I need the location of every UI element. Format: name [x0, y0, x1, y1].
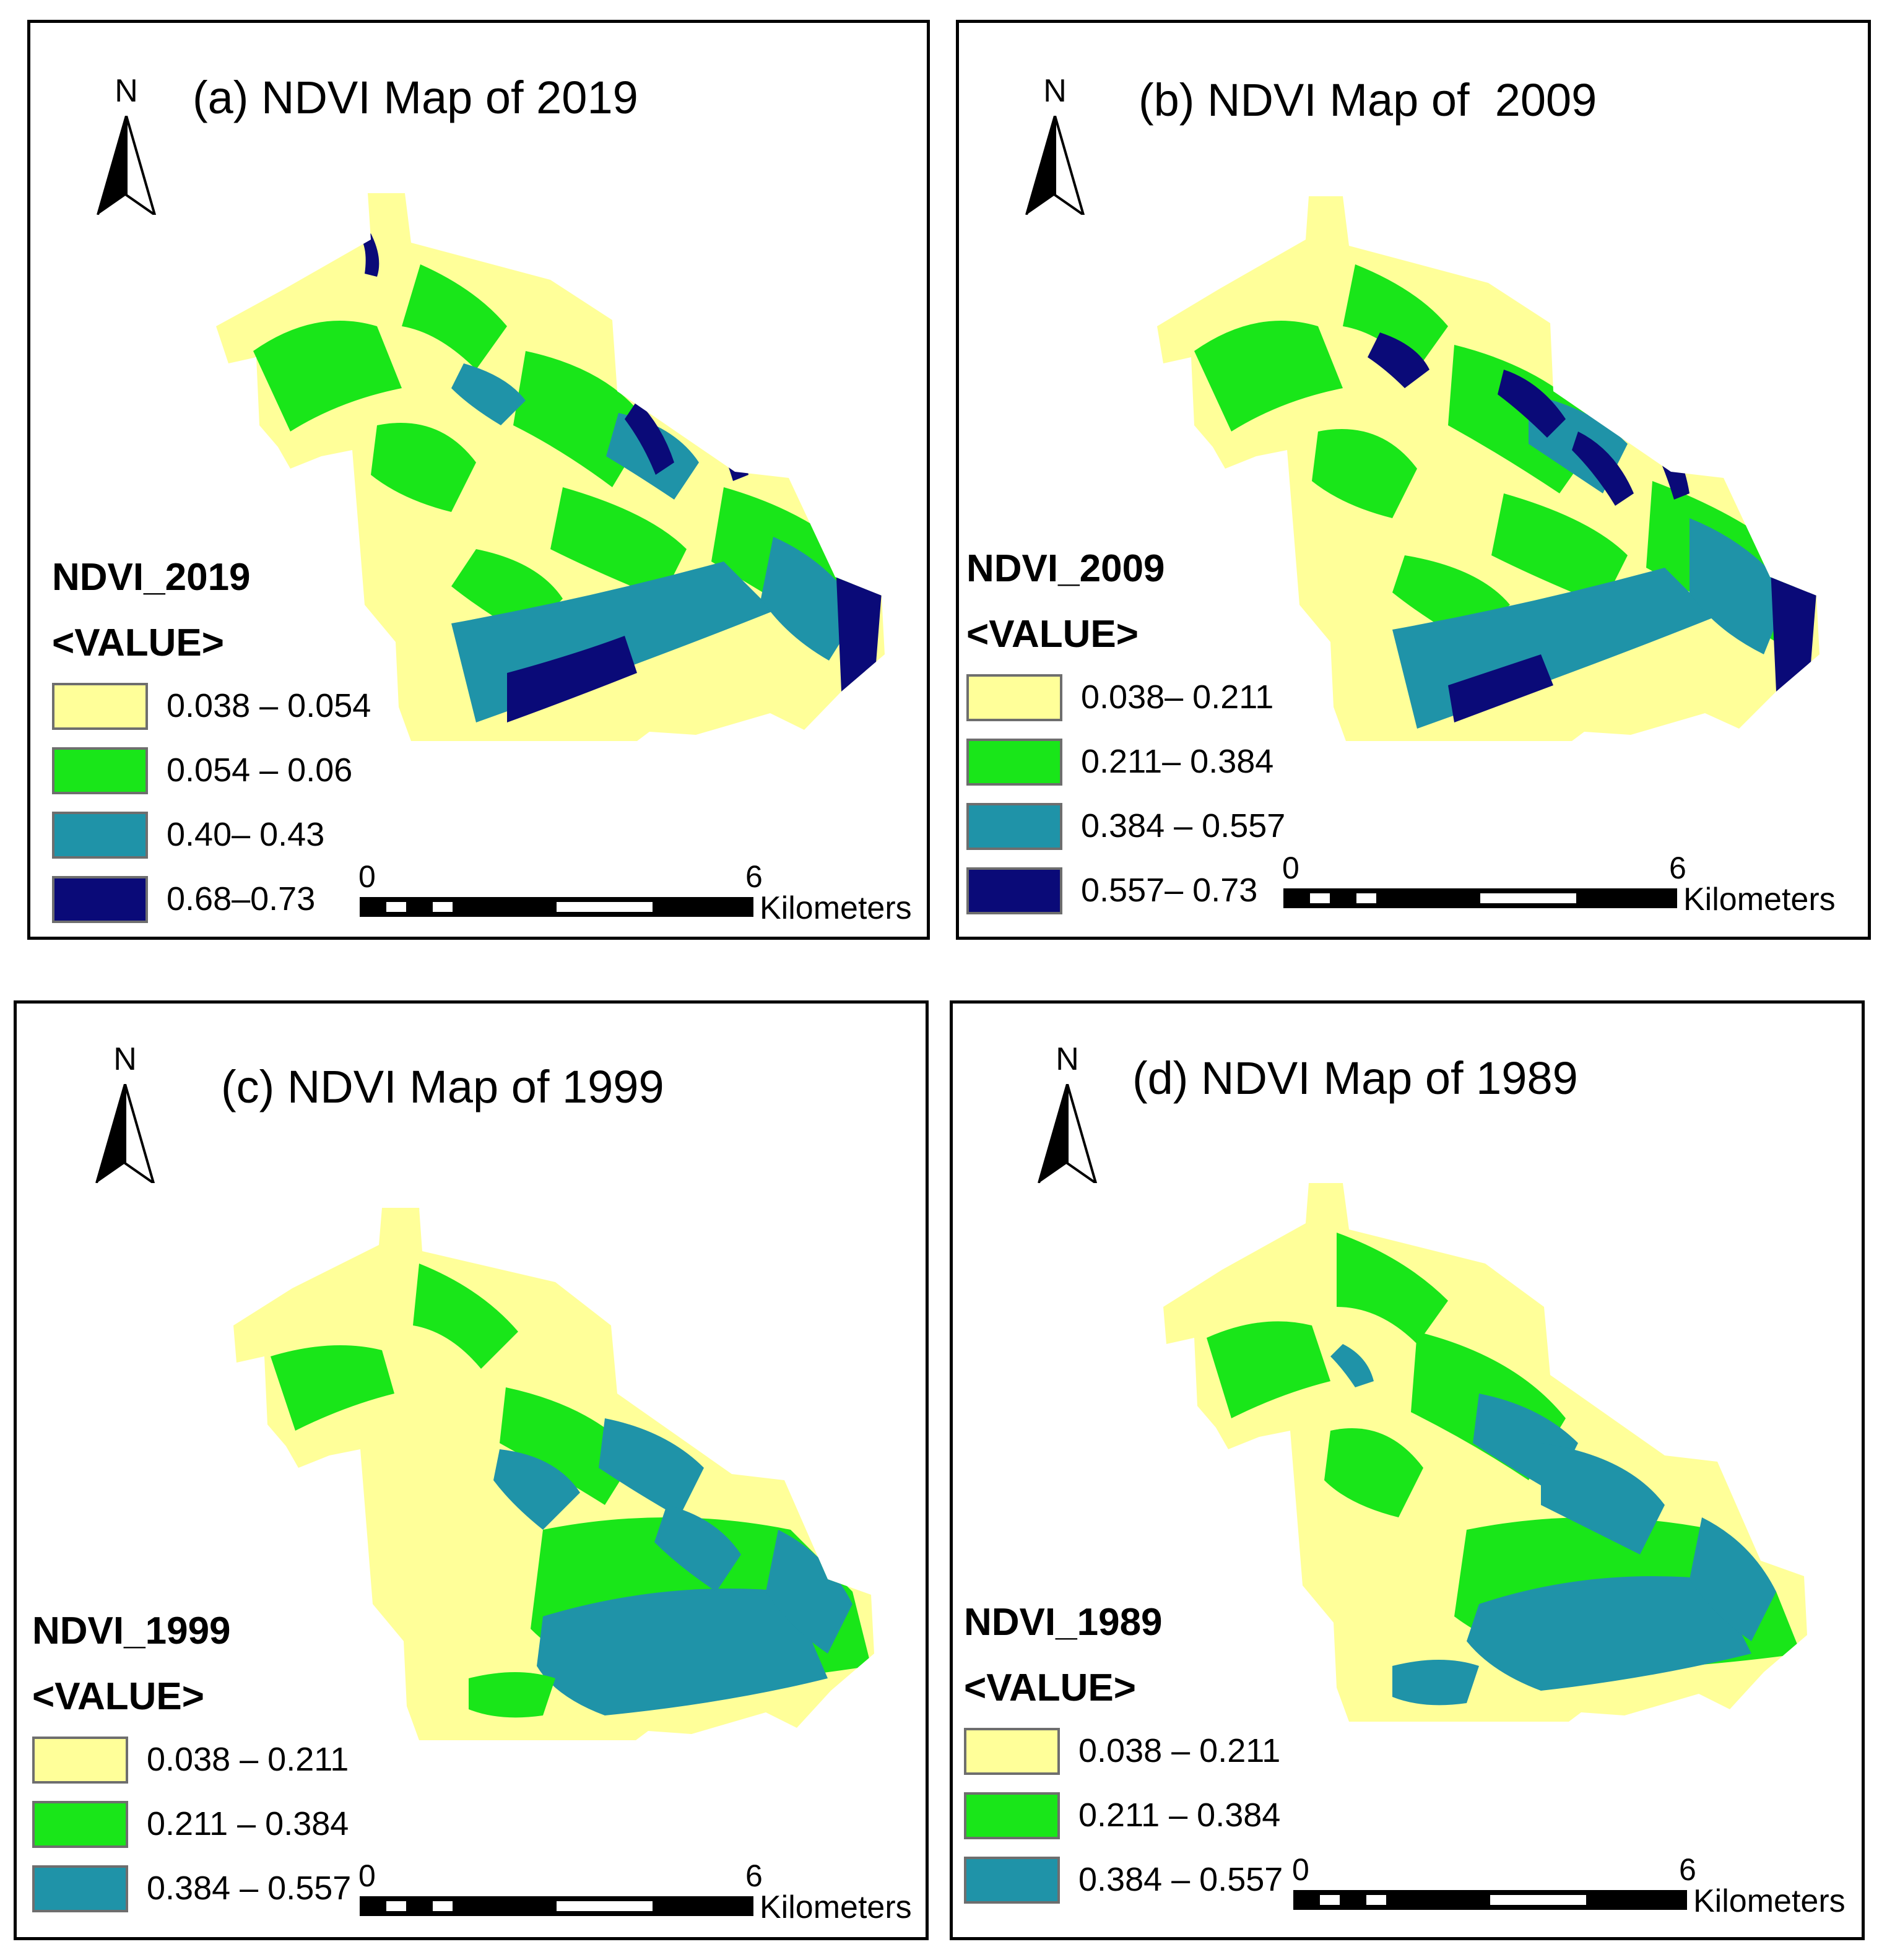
legend-swatch [964, 1728, 1060, 1775]
legend-swatch [966, 803, 1062, 850]
legend-item: 0.40– 0.43 [52, 812, 423, 861]
scale-start-label: 0 [358, 859, 376, 894]
legend-item: 0.038– 0.211 [966, 674, 1338, 724]
legend-swatch [32, 1865, 128, 1912]
legend-swatch [966, 674, 1062, 721]
scale-bar: 0 6 Kilometers [1292, 1852, 1849, 1920]
legend-swatch [52, 876, 148, 923]
scale-bar-graphic [1283, 888, 1677, 908]
north-arrow: N [1033, 1041, 1101, 1183]
legend-label: 0.557– 0.73 [1081, 872, 1258, 909]
panel-d: N (d) NDVI Map of 1989 NDVI_1989 <VALUE> [950, 1000, 1865, 1940]
legend-label: 0.054 – 0.06 [167, 752, 353, 789]
legend-item: 0.054 – 0.06 [52, 747, 423, 797]
legend-item: 0.384 – 0.557 [964, 1857, 1335, 1906]
legend-item: 0.557– 0.73 [966, 867, 1338, 917]
scale-start-label: 0 [358, 1858, 376, 1893]
legend-subtitle: <VALUE> [32, 1675, 204, 1718]
legend-label: 0.384 – 0.557 [1078, 1861, 1283, 1898]
legend-swatch [52, 812, 148, 859]
legend-title: NDVI_2019 [52, 556, 251, 599]
legend-title: NDVI_1989 [964, 1601, 1163, 1644]
scale-unit: Kilometers [1693, 1883, 1846, 1919]
panel-c: N (c) NDVI Map of 1999 NDVI_1999 <VALUE> [14, 1000, 929, 1940]
scale-bar-graphic [360, 897, 753, 917]
panel-b: N (b) NDVI Map of 2009 [956, 20, 1871, 940]
legend-label: 0.40– 0.43 [167, 816, 325, 853]
legend-swatch [52, 683, 148, 730]
legend-swatch [964, 1792, 1060, 1839]
scale-end-label: 6 [745, 1858, 763, 1893]
legend-title: NDVI_1999 [32, 1610, 231, 1652]
north-label: N [1043, 73, 1067, 109]
legend-item: 0.038 – 0.211 [964, 1728, 1335, 1777]
legend-item: 0.68–0.73 [52, 876, 423, 926]
map-title: (d) NDVI Map of 1989 [1132, 1052, 1578, 1104]
ndvi-map-2009 [1157, 196, 1820, 741]
legend-item: 0.038 – 0.054 [52, 683, 423, 732]
legend-label: 0.038– 0.211 [1081, 679, 1274, 716]
legend-swatch [966, 867, 1062, 914]
legend-item: 0.211– 0.384 [966, 739, 1338, 788]
scale-end-label: 6 [1679, 1852, 1696, 1887]
ndvi-map-2019 [216, 193, 885, 741]
north-label: N [113, 1041, 137, 1077]
legend-label: 0.211– 0.384 [1081, 743, 1274, 780]
legend-item: 0.038 – 0.211 [32, 1737, 404, 1786]
ndvi-map-1999 [233, 1208, 874, 1740]
legend-label: 0.038 – 0.211 [1078, 1732, 1281, 1769]
legend-label: 0.211 – 0.384 [1078, 1797, 1281, 1834]
scale-unit: Kilometers [1683, 882, 1836, 917]
legend-subtitle: <VALUE> [52, 622, 224, 664]
scale-end-label: 6 [1669, 851, 1686, 885]
legend-label: 0.211 – 0.384 [147, 1805, 349, 1842]
scale-unit: Kilometers [760, 890, 912, 926]
north-arrow: N [92, 72, 160, 215]
legend-item: 0.211 – 0.384 [964, 1792, 1335, 1842]
scale-bar-graphic [1293, 1890, 1687, 1910]
legend-item: 0.211 – 0.384 [32, 1801, 404, 1850]
legend-item: 0.384 – 0.557 [32, 1865, 404, 1915]
north-arrow: N [91, 1041, 159, 1183]
scale-bar-graphic [360, 1896, 753, 1916]
legend-label: 0.68–0.73 [167, 880, 316, 917]
scale-bar: 0 6 Kilometers [358, 859, 916, 927]
north-arrow: N [1021, 72, 1089, 215]
scale-start-label: 0 [1282, 851, 1299, 885]
legend-swatch [32, 1801, 128, 1848]
legend-swatch [32, 1737, 128, 1784]
scale-bar: 0 6 Kilometers [358, 1858, 916, 1926]
legend-label: 0.038 – 0.054 [167, 687, 371, 724]
map-title: (b) NDVI Map of 2009 [1139, 74, 1597, 126]
scale-unit: Kilometers [760, 1889, 912, 1925]
panel-a: N (a) NDVI Map of 2019 [27, 20, 930, 940]
legend-subtitle: <VALUE> [966, 613, 1139, 656]
scale-bar: 0 6 Kilometers [1282, 850, 1839, 918]
legend-label: 0.384 – 0.557 [147, 1870, 352, 1907]
legend-title: NDVI_2009 [966, 547, 1165, 590]
north-label: N [1056, 1041, 1079, 1077]
north-label: N [115, 73, 138, 109]
legend-label: 0.384 – 0.557 [1081, 807, 1286, 844]
legend-subtitle: <VALUE> [964, 1667, 1136, 1709]
scale-start-label: 0 [1292, 1852, 1309, 1887]
legend-item: 0.384 – 0.557 [966, 803, 1338, 852]
ndvi-map-1989 [1163, 1183, 1807, 1722]
legend-swatch [964, 1857, 1060, 1904]
legend-swatch [966, 739, 1062, 786]
map-title: (a) NDVI Map of 2019 [193, 72, 638, 123]
legend-swatch [52, 747, 148, 794]
map-title: (c) NDVI Map of 1999 [221, 1061, 664, 1112]
scale-end-label: 6 [745, 859, 763, 894]
legend-label: 0.038 – 0.211 [147, 1741, 349, 1778]
